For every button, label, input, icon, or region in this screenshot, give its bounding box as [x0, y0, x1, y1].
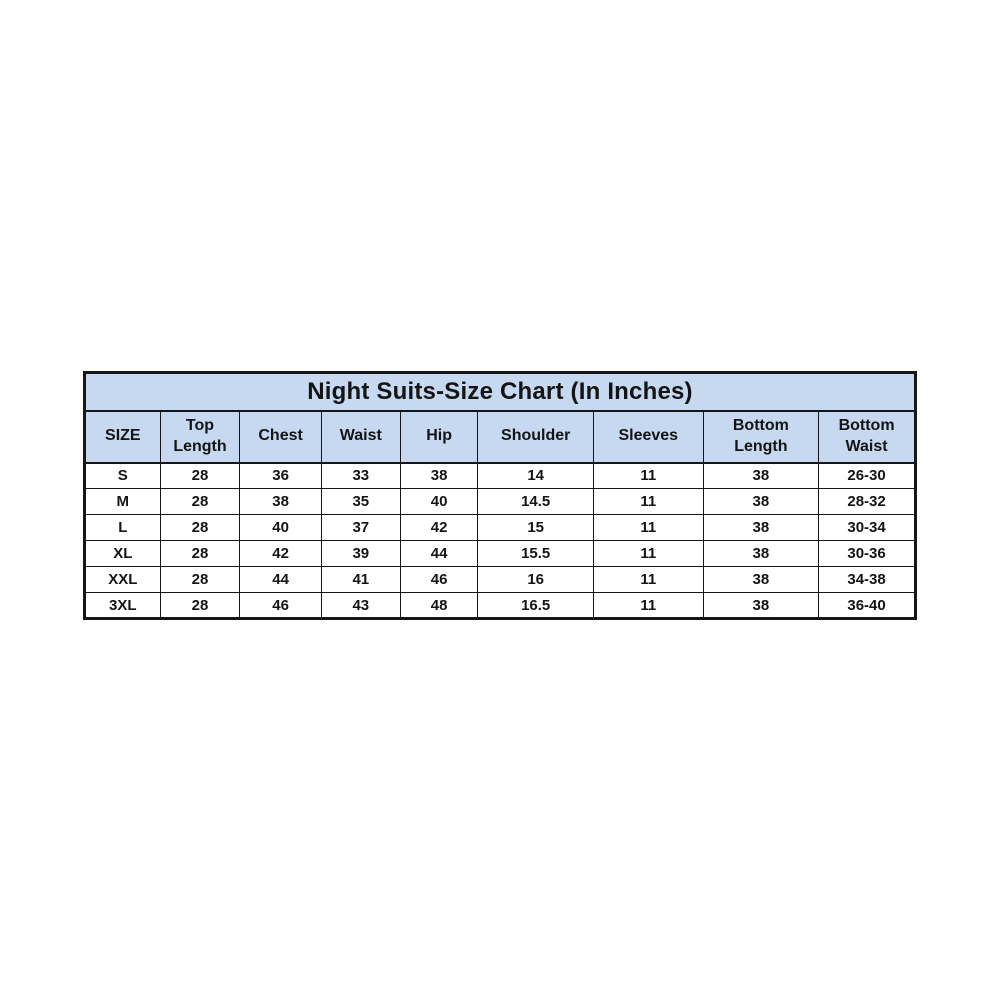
table-cell: 35: [320, 488, 401, 515]
table-cell: 36-40: [818, 592, 916, 619]
table-cell: 28: [159, 514, 241, 541]
table-cell: 16.5: [477, 592, 594, 619]
size-label: 3XL: [84, 592, 161, 619]
table-cell: 15: [477, 514, 594, 541]
table-row-xxl: XXL 28 44 41 46 16 11 38 34-38: [84, 566, 916, 593]
table-cell: 38: [702, 488, 820, 515]
table-cell: 48: [399, 592, 479, 619]
table-cell: 34-38: [818, 566, 916, 593]
table-row-m: M 28 38 35 40 14.5 11 38 28-32: [84, 488, 916, 515]
table-cell: 28-32: [818, 488, 916, 515]
table-header-row: SIZE Top Length Chest Waist Hip Shoulder Sleev…: [84, 410, 916, 464]
size-label: L: [84, 514, 161, 541]
table-cell: 44: [239, 566, 322, 593]
table-row-l: L 28 40 37 42 15 11 38 30-34: [84, 514, 916, 541]
table-cell: 38: [702, 566, 820, 593]
table-cell: 28: [159, 566, 241, 593]
size-label: S: [84, 462, 161, 489]
table-cell: 39: [320, 540, 401, 567]
table-cell: 38: [702, 514, 820, 541]
table-cell: 40: [239, 514, 322, 541]
table-cell: 11: [592, 566, 704, 593]
table-cell: 30-34: [818, 514, 916, 541]
table-cell: 43: [320, 592, 401, 619]
column-header-chest: Chest: [239, 410, 322, 464]
size-label: XXL: [84, 566, 161, 593]
table-cell: 11: [592, 540, 704, 567]
size-label: M: [84, 488, 161, 515]
table-cell: 28: [159, 488, 241, 515]
table-row-xl: XL 28 42 39 44 15.5 11 38 30-36: [84, 540, 916, 567]
column-header-top-length: Top Length: [159, 410, 241, 464]
table-cell: 11: [592, 488, 704, 515]
table-cell: 11: [592, 592, 704, 619]
column-header-shoulder: Shoulder: [477, 410, 594, 464]
size-chart-table: Night Suits-Size Chart (In Inches) SIZE T…: [83, 371, 917, 620]
table-cell: 36: [239, 462, 322, 489]
table-cell: 30-36: [818, 540, 916, 567]
table-cell: 40: [399, 488, 479, 515]
table-cell: 38: [239, 488, 322, 515]
column-header-bottom-length: Bottom Length: [702, 410, 820, 464]
table-cell: 14: [477, 462, 594, 489]
table-cell: 14.5: [477, 488, 594, 515]
table-body: S 28 36 33 38 14 11 38 26-30 M 28 38 35 40 14.5 11 38 28-…: [84, 462, 916, 619]
table-cell: 38: [702, 540, 820, 567]
column-header-bottom-waist: Bottom Waist: [818, 410, 916, 464]
size-label: XL: [84, 540, 161, 567]
column-header-size: SIZE: [84, 410, 161, 464]
table-cell: 11: [592, 462, 704, 489]
column-header-hip: Hip: [399, 410, 479, 464]
table-cell: 42: [239, 540, 322, 567]
table-row-3xl: 3XL 28 46 43 48 16.5 11 38 36-40: [84, 592, 916, 619]
table-cell: 28: [159, 462, 241, 489]
size-chart: Night Suits-Size Chart (In Inches) SIZE T…: [83, 371, 917, 620]
table-cell: 15.5: [477, 540, 594, 567]
table-cell: 46: [399, 566, 479, 593]
table-cell: 38: [702, 462, 820, 489]
column-header-waist: Waist: [320, 410, 401, 464]
table-cell: 44: [399, 540, 479, 567]
column-header-sleeves: Sleeves: [592, 410, 704, 464]
table-cell: 41: [320, 566, 401, 593]
table-cell: 42: [399, 514, 479, 541]
table-title: Night Suits-Size Chart (In Inches): [84, 372, 916, 412]
table-cell: 28: [159, 540, 241, 567]
table-row-s: S 28 36 33 38 14 11 38 26-30: [84, 462, 916, 489]
table-cell: 26-30: [818, 462, 916, 489]
table-cell: 33: [320, 462, 401, 489]
table-cell: 11: [592, 514, 704, 541]
table-cell: 38: [702, 592, 820, 619]
table-cell: 16: [477, 566, 594, 593]
table-cell: 38: [399, 462, 479, 489]
table-cell: 37: [320, 514, 401, 541]
table-cell: 28: [159, 592, 241, 619]
table-title-row: Night Suits-Size Chart (In Inches): [84, 372, 916, 412]
table-cell: 46: [239, 592, 322, 619]
